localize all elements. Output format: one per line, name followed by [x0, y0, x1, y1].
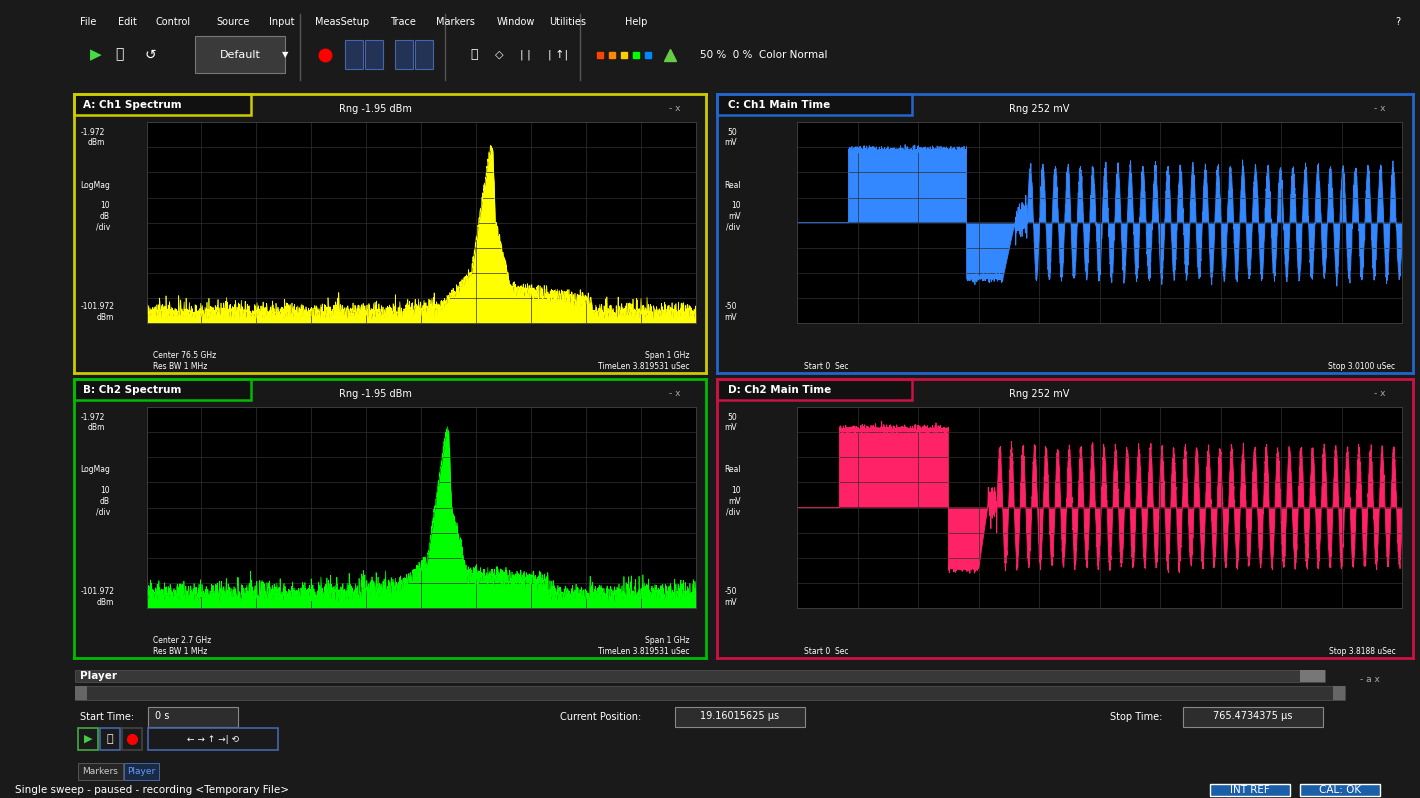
Bar	[1299, 670, 1325, 682]
Bar	[717, 94, 912, 115]
Bar	[1299, 784, 1380, 796]
Text: Markers: Markers	[436, 17, 474, 27]
Text: - x: - x	[669, 389, 680, 398]
Text: Span 1 GHz
TimeLen 3.819531 uSec: Span 1 GHz TimeLen 3.819531 uSec	[598, 636, 690, 656]
Bar	[395, 41, 413, 69]
Text: Source: Source	[216, 17, 250, 27]
Text: - x: - x	[1373, 389, 1384, 398]
Bar	[75, 670, 1325, 682]
Text: Rng -1.95 dBm: Rng -1.95 dBm	[339, 104, 412, 114]
Text: ?: ?	[1394, 17, 1400, 27]
Bar	[1183, 707, 1323, 727]
Text: CAL: OK: CAL: OK	[1319, 785, 1360, 795]
Bar	[75, 686, 1345, 700]
Text: Control: Control	[156, 17, 192, 27]
Text: D: Ch2 Main Time: D: Ch2 Main Time	[727, 385, 831, 394]
Text: Real

10
mV
/div: Real 10 mV /div	[724, 180, 741, 231]
Text: MeasSetup: MeasSetup	[315, 17, 369, 27]
Text: Utilities: Utilities	[550, 17, 586, 27]
Text: Input: Input	[270, 17, 295, 27]
Text: Default: Default	[220, 49, 260, 60]
Text: ◇: ◇	[496, 49, 504, 60]
Text: -50
mV: -50 mV	[724, 302, 737, 322]
Text: -101.972
dBm: -101.972 dBm	[80, 587, 114, 606]
Text: - x: - x	[1373, 104, 1384, 113]
Text: Start 0  Sec: Start 0 Sec	[804, 646, 849, 656]
Text: ▶: ▶	[84, 734, 92, 744]
Text: Start 0  Sec: Start 0 Sec	[804, 361, 849, 371]
Text: 765.4734375 μs: 765.4734375 μs	[1213, 710, 1292, 721]
Text: | ↑|: | ↑|	[548, 49, 568, 60]
Text: Start Time:: Start Time:	[80, 712, 133, 722]
Text: ⏸: ⏸	[106, 734, 114, 744]
Text: ← → ↑ →| ⟲: ← → ↑ →| ⟲	[187, 735, 239, 744]
Text: 50
mV: 50 mV	[724, 413, 737, 432]
Text: -1.972
dBm: -1.972 dBm	[80, 413, 105, 432]
Text: - x: - x	[669, 104, 680, 113]
Text: Player: Player	[126, 767, 155, 776]
Text: Center 76.5 GHz
Res BW 1 MHz: Center 76.5 GHz Res BW 1 MHz	[153, 351, 216, 371]
Text: Rng -1.95 dBm: Rng -1.95 dBm	[339, 389, 412, 399]
Text: Real

10
mV
/div: Real 10 mV /div	[724, 465, 741, 516]
Text: LogMag

10
dB
/div: LogMag 10 dB /div	[80, 180, 109, 231]
Text: Span 1 GHz
TimeLen 3.819531 uSec: Span 1 GHz TimeLen 3.819531 uSec	[598, 351, 690, 371]
Text: ↺: ↺	[145, 48, 156, 61]
Text: ▶: ▶	[89, 47, 102, 62]
Text: Center 2.7 GHz
Res BW 1 MHz: Center 2.7 GHz Res BW 1 MHz	[153, 636, 212, 656]
Bar	[1210, 784, 1289, 796]
Text: Rng 252 mV: Rng 252 mV	[1010, 389, 1069, 399]
Text: Markers: Markers	[82, 767, 118, 776]
Text: 0 s: 0 s	[155, 710, 169, 721]
Text: Help: Help	[625, 17, 648, 27]
Text: ⌖: ⌖	[470, 48, 477, 61]
Text: Current Position:: Current Position:	[559, 712, 642, 722]
Bar	[148, 707, 239, 727]
Text: 50 %  0 %  Color Normal: 50 % 0 % Color Normal	[700, 49, 828, 60]
Text: 50
mV: 50 mV	[724, 128, 737, 147]
Text: ▼: ▼	[283, 50, 288, 59]
Text: Window: Window	[497, 17, 535, 27]
Text: Edit: Edit	[118, 17, 136, 27]
Bar	[78, 728, 98, 750]
Text: Stop 3.0100 uSec: Stop 3.0100 uSec	[1328, 361, 1396, 371]
Text: Stop Time:: Stop Time:	[1110, 712, 1163, 722]
Text: B: Ch2 Spectrum: B: Ch2 Spectrum	[84, 385, 182, 394]
Text: Rng 252 mV: Rng 252 mV	[1010, 104, 1069, 114]
Bar	[122, 728, 142, 750]
Bar	[148, 728, 278, 750]
Text: LogMag

10
dB
/div: LogMag 10 dB /div	[80, 465, 109, 516]
Bar	[674, 707, 805, 727]
Text: 19.16015625 μs: 19.16015625 μs	[700, 710, 780, 721]
Text: C: Ch1 Main Time: C: Ch1 Main Time	[727, 100, 829, 109]
Bar	[78, 763, 124, 780]
Text: INT REF: INT REF	[1230, 785, 1269, 795]
Text: File: File	[80, 17, 97, 27]
Text: | |: | |	[520, 49, 531, 60]
Bar	[1333, 686, 1345, 700]
Bar	[74, 94, 251, 115]
Bar	[99, 728, 121, 750]
Bar	[345, 41, 364, 69]
Text: Player: Player	[80, 671, 116, 681]
Text: ⏸: ⏸	[115, 48, 124, 61]
Bar	[74, 379, 251, 400]
Bar	[365, 41, 383, 69]
Bar	[75, 686, 87, 700]
Bar	[195, 36, 285, 73]
Text: Trace: Trace	[391, 17, 416, 27]
Text: -50
mV: -50 mV	[724, 587, 737, 606]
Text: -101.972
dBm: -101.972 dBm	[80, 302, 114, 322]
Bar	[124, 763, 159, 780]
Text: A: Ch1 Spectrum: A: Ch1 Spectrum	[84, 100, 182, 109]
Bar	[415, 41, 433, 69]
Bar	[717, 379, 912, 400]
Text: Stop 3.8188 uSec: Stop 3.8188 uSec	[1329, 646, 1396, 656]
Text: - a x: - a x	[1360, 675, 1380, 684]
Text: Single sweep - paused - recording <Temporary File>: Single sweep - paused - recording <Tempo…	[16, 785, 290, 795]
Text: -1.972
dBm: -1.972 dBm	[80, 128, 105, 147]
